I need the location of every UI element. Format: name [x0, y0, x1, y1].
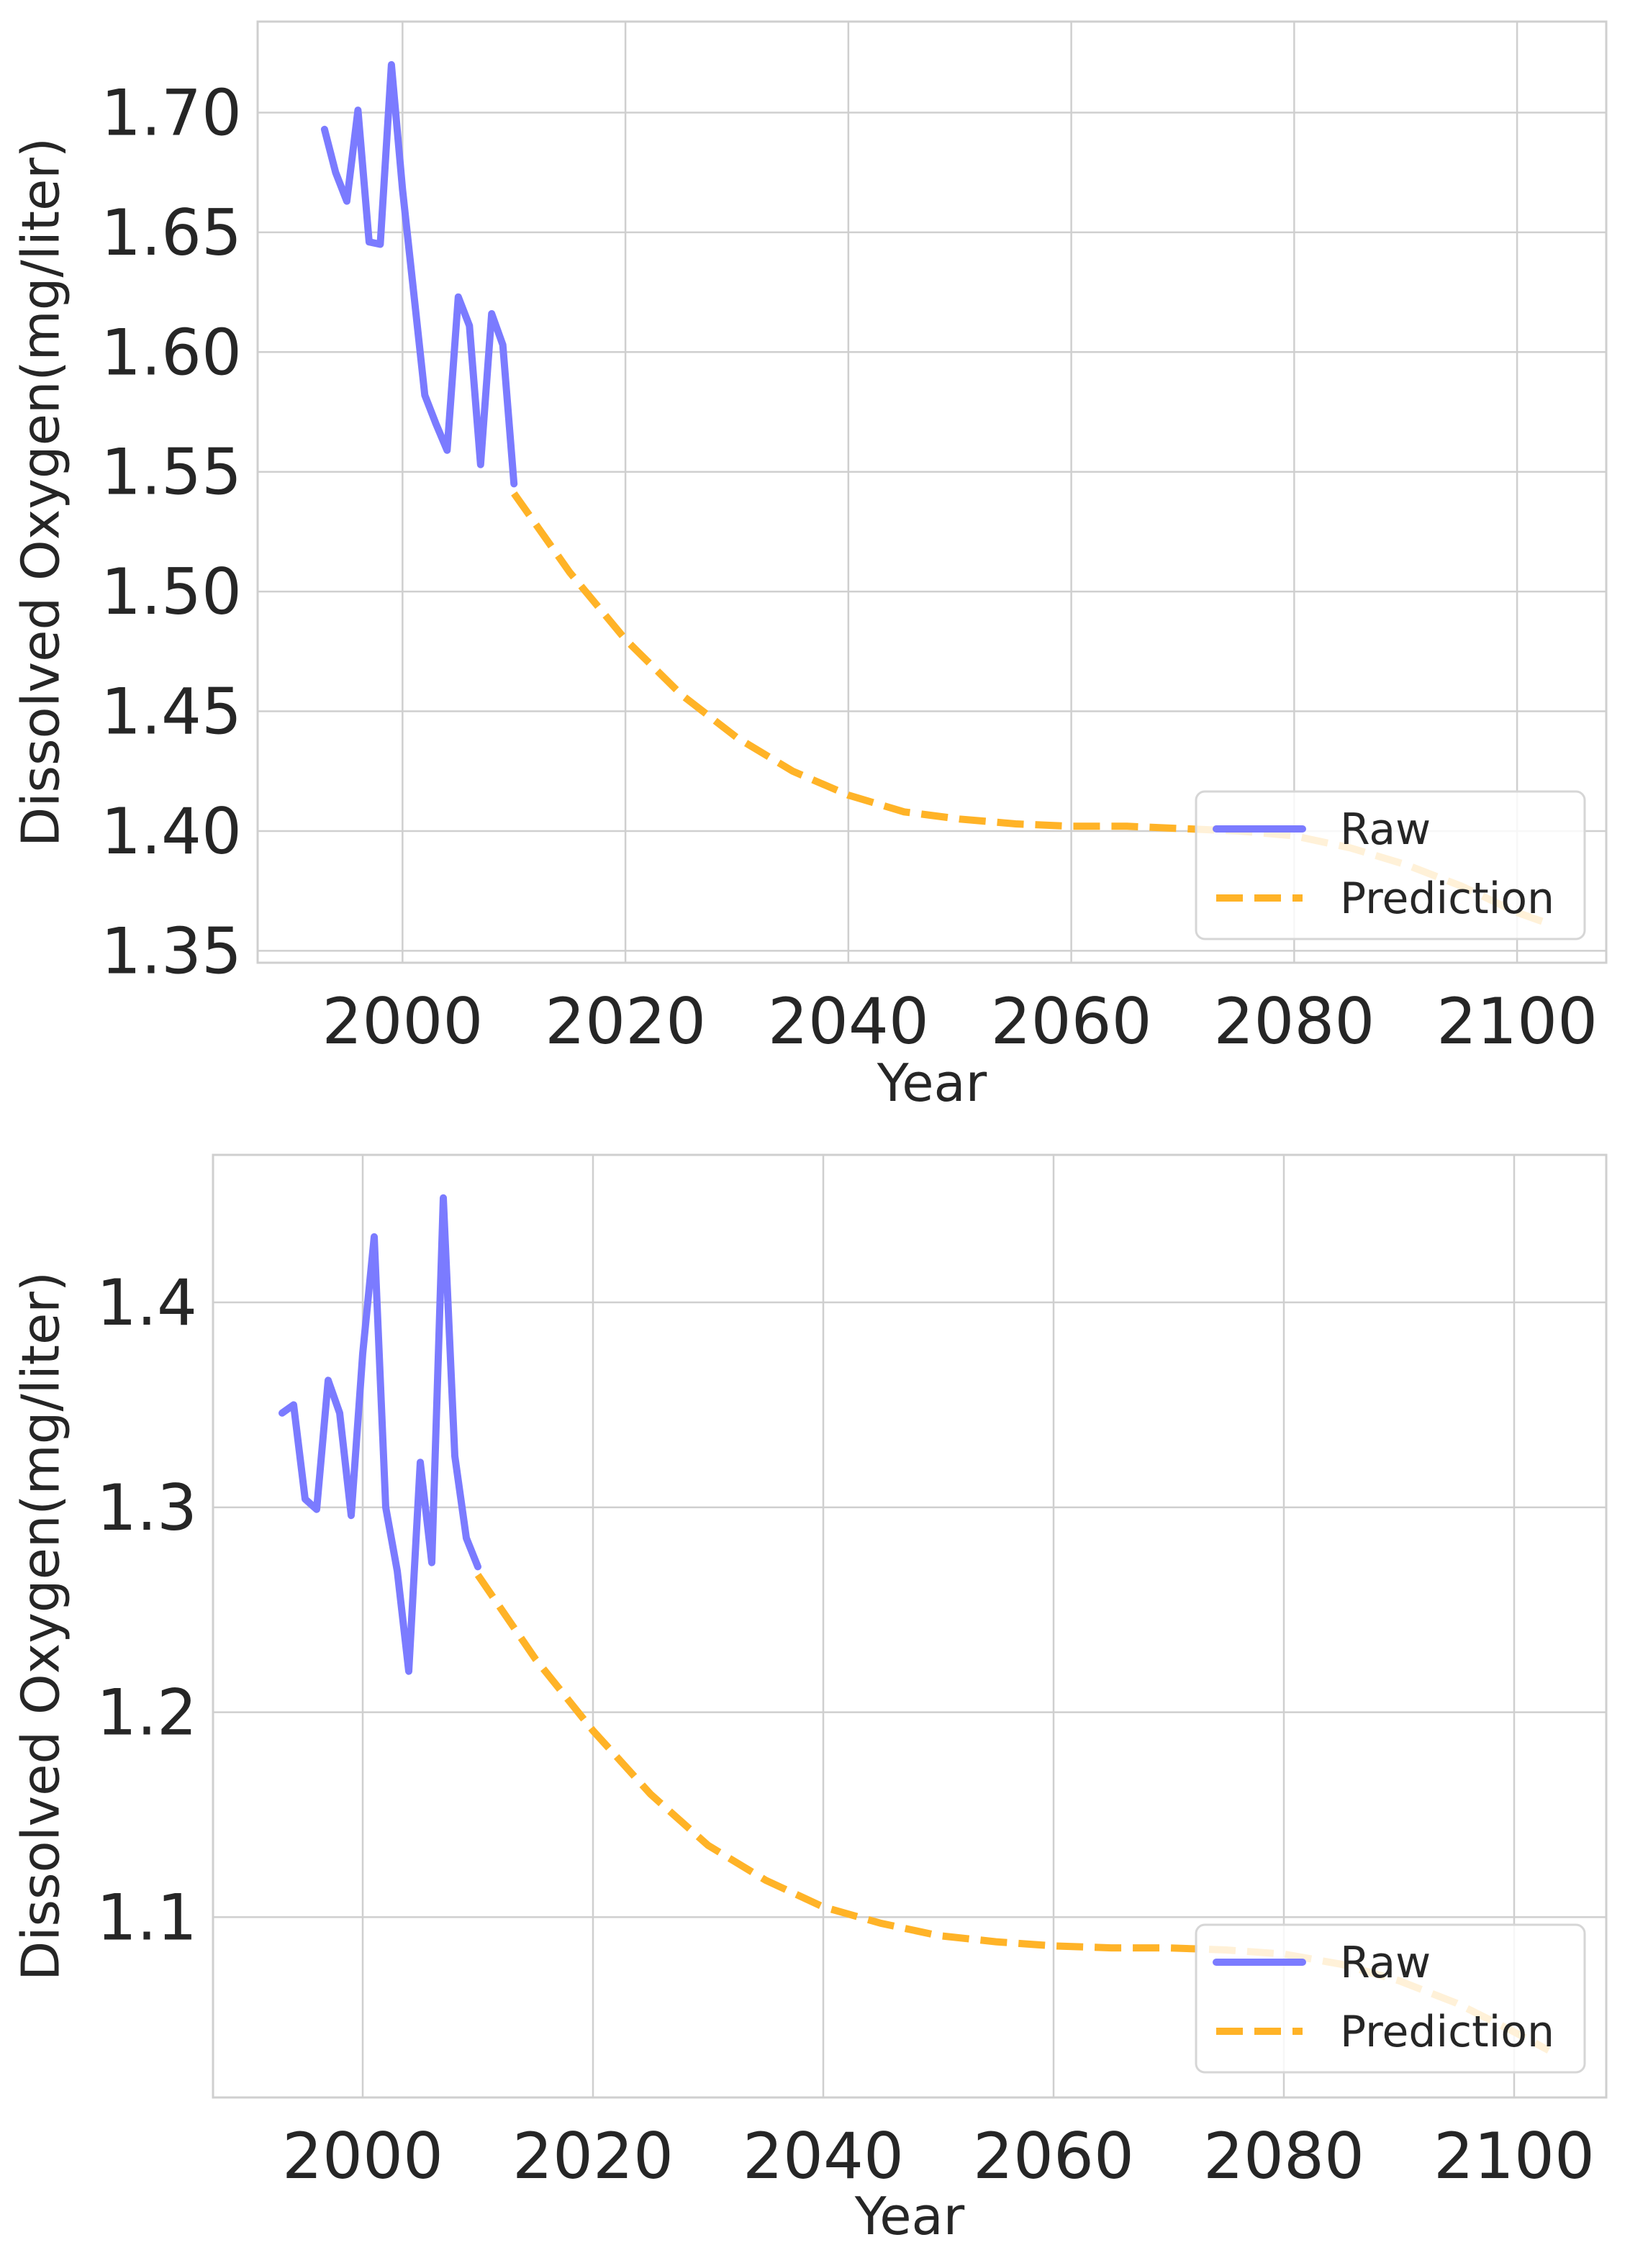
y-tick-label: 1.2	[96, 1676, 197, 1750]
y-tick-label: 1.65	[101, 196, 242, 270]
chart-bottom: 2000 2020 2040 2060 2080 2100 1.1 1.2 1.3 1.4 Year…	[11, 1153, 1608, 2246]
prediction-series-line	[474, 1572, 1551, 2054]
y-axis-label: Dissolved Oxygen(mg/liter)	[11, 1271, 71, 1981]
x-tick-label: 2080	[1203, 2119, 1364, 2193]
x-tick-label: 2060	[973, 2119, 1134, 2193]
y-axis-label: Dissolved Oxygen(mg/liter)	[11, 137, 71, 847]
raw-series-line	[279, 1194, 481, 1675]
y-tick-label: 1.1	[96, 1880, 197, 1954]
y-tick-label: 1.3	[96, 1471, 197, 1545]
x-tick-label: 2020	[512, 2119, 674, 2193]
x-tick-label: 2100	[1434, 2119, 1595, 2193]
y-tick-label: 1.50	[101, 555, 242, 629]
raw-series-line	[320, 60, 518, 488]
raw-legend-label: Raw	[1340, 804, 1431, 855]
raw-legend-label: Raw	[1340, 1938, 1431, 1988]
x-axis-label: Year	[854, 2186, 965, 2246]
x-tick-label: 2020	[545, 984, 706, 1058]
x-axis-label: Year	[877, 1053, 987, 1113]
plot-frame	[212, 1153, 1608, 2099]
x-tick-label: 2040	[768, 984, 929, 1058]
x-tick-label: 2000	[322, 984, 483, 1058]
prediction-legend-label: Prediction	[1340, 2007, 1554, 2057]
x-tick-label: 2100	[1436, 984, 1598, 1058]
y-tick-label: 1.55	[101, 435, 242, 509]
chart-top: 2000 2020 2040 2060 2080 2100 1.35 1.40 1.45 1.50…	[11, 20, 1608, 1113]
y-tick-label: 1.60	[101, 315, 242, 389]
y-tick-label: 1.4	[96, 1266, 197, 1340]
y-tick-label: 1.40	[101, 794, 242, 868]
x-tick-label: 2060	[991, 984, 1152, 1058]
y-tick-label: 1.35	[101, 914, 242, 988]
y-tick-label: 1.70	[101, 76, 242, 150]
y-tick-label: 1.45	[101, 675, 242, 749]
prediction-legend-label: Prediction	[1340, 874, 1554, 924]
plot-frame	[256, 20, 1608, 964]
x-tick-label: 2080	[1213, 984, 1375, 1058]
x-tick-label: 2000	[282, 2119, 443, 2193]
x-tick-label: 2040	[743, 2119, 904, 2193]
